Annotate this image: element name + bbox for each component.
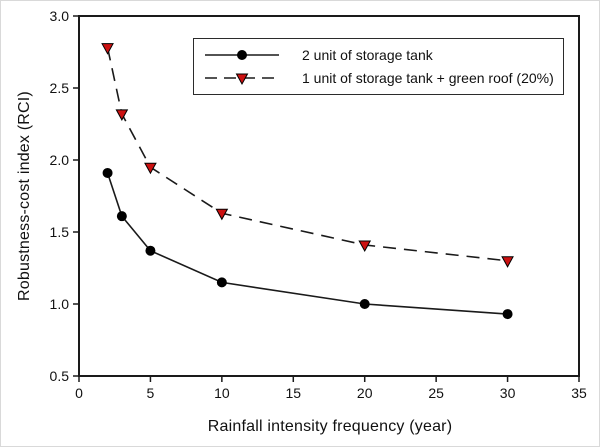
legend-label: 1 unit of storage tank + green roof (20%…	[302, 70, 554, 86]
svg-text:25: 25	[428, 385, 444, 401]
legend-item-green-roof: 1 unit of storage tank + green roof (20%…	[204, 68, 563, 88]
legend-solid-line-circle-icon	[205, 50, 279, 60]
legend-label: 2 unit of storage tank	[302, 47, 433, 63]
svg-text:5: 5	[147, 385, 155, 401]
svg-text:0: 0	[75, 385, 83, 401]
legend-dashed-line-triangle-icon	[205, 73, 279, 86]
svg-text:3.0: 3.0	[50, 8, 70, 24]
svg-text:2.0: 2.0	[50, 152, 70, 168]
svg-text:20: 20	[357, 385, 373, 401]
y-axis-label: Robustness-cost index (RCI)	[16, 91, 33, 301]
svg-text:10: 10	[214, 385, 230, 401]
svg-text:0.5: 0.5	[50, 368, 70, 384]
legend-item-storage-tank: 2 unit of storage tank	[204, 45, 563, 65]
svg-text:15: 15	[285, 385, 301, 401]
svg-text:1.0: 1.0	[50, 296, 70, 312]
svg-text:35: 35	[571, 385, 587, 401]
svg-text:2.5: 2.5	[50, 80, 70, 96]
svg-text:1.5: 1.5	[50, 224, 70, 240]
legend: 2 unit of storage tank 1 unit of storage…	[193, 38, 564, 95]
svg-text:30: 30	[500, 385, 516, 401]
x-axis-label: Rainfall intensity frequency (year)	[207, 418, 453, 435]
